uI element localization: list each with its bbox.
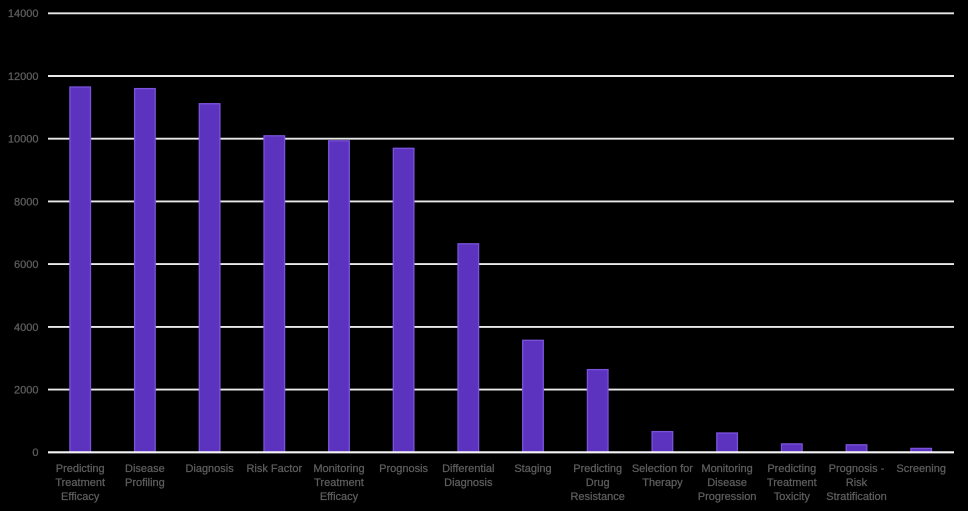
svg-text:Screening: Screening [896,463,946,475]
svg-text:Diagnosis: Diagnosis [185,463,234,475]
svg-text:2000: 2000 [14,385,38,397]
svg-text:Prognosis: Prognosis [379,463,428,475]
svg-text:Staging: Staging [514,463,551,475]
svg-text:14000: 14000 [8,8,39,20]
svg-text:Risk Factor: Risk Factor [246,463,302,475]
svg-text:6000: 6000 [14,259,38,271]
svg-text:4000: 4000 [14,322,38,334]
svg-text:10000: 10000 [8,134,39,146]
svg-text:0: 0 [32,447,38,459]
svg-text:12000: 12000 [8,71,39,83]
svg-text:8000: 8000 [14,196,38,208]
